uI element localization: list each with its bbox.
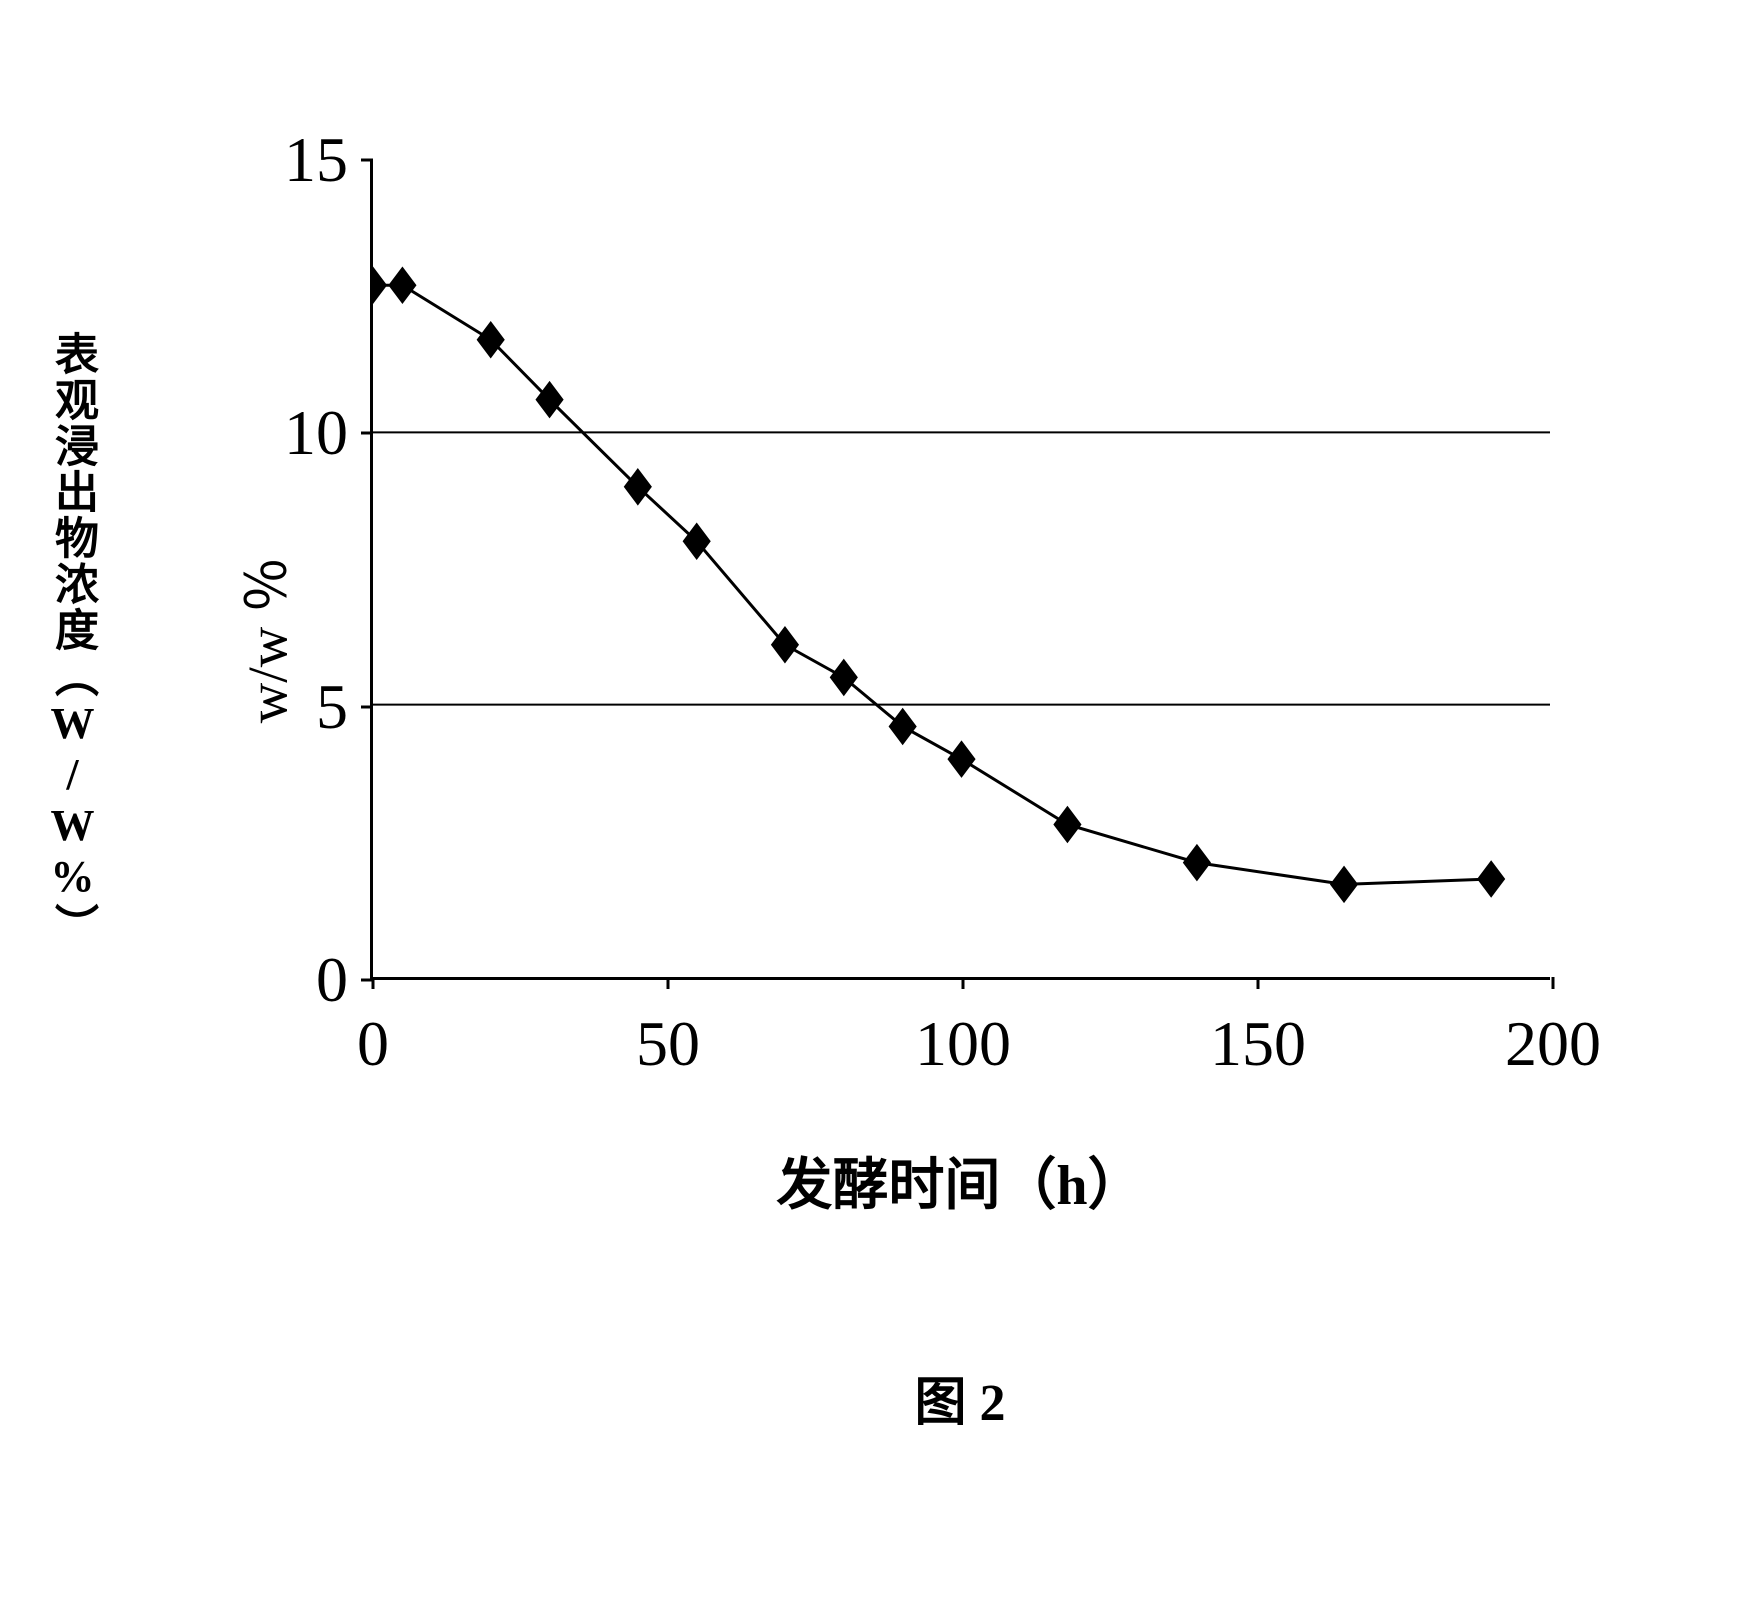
data-marker xyxy=(536,382,563,418)
plot-area: 051015050100150200 xyxy=(370,160,1550,980)
y-tick-label: 10 xyxy=(284,396,348,470)
data-marker xyxy=(373,267,386,303)
y-axis-label-inner: w/w ％ xyxy=(223,557,304,723)
x-tick-label: 200 xyxy=(1505,1007,1601,1081)
y-tick-mark xyxy=(361,159,373,162)
data-marker xyxy=(1331,866,1358,902)
data-marker xyxy=(830,659,857,695)
data-marker xyxy=(624,469,651,505)
data-marker xyxy=(889,709,916,745)
chart-svg xyxy=(373,160,1550,977)
y-tick-label: 0 xyxy=(316,943,348,1017)
chart-container: 表观浸出物浓度（W/W%） w/w ％ 051015050100150200 发… xyxy=(0,80,1750,1609)
data-marker xyxy=(1183,845,1210,881)
data-marker xyxy=(1478,861,1505,897)
x-axis-label: 发酵时间（h） xyxy=(370,1140,1550,1221)
data-line xyxy=(373,285,1491,884)
y-tick-label: 15 xyxy=(284,123,348,197)
y-tick-mark xyxy=(361,705,373,708)
x-tick-label: 150 xyxy=(1210,1007,1306,1081)
x-tick-mark xyxy=(372,977,375,989)
x-tick-mark xyxy=(1257,977,1260,989)
y-tick-mark xyxy=(361,432,373,435)
data-marker xyxy=(477,322,504,358)
data-marker xyxy=(389,267,416,303)
x-tick-mark xyxy=(667,977,670,989)
x-tick-label: 0 xyxy=(357,1007,389,1081)
data-marker xyxy=(1054,807,1081,843)
y-tick-label: 5 xyxy=(316,670,348,744)
x-tick-mark xyxy=(1552,977,1555,989)
x-tick-mark xyxy=(962,977,965,989)
figure-caption: 图 2 xyxy=(370,1360,1550,1435)
data-marker xyxy=(948,741,975,777)
x-tick-label: 50 xyxy=(636,1007,700,1081)
x-tick-label: 100 xyxy=(915,1007,1011,1081)
y-axis-label-outer: 表观浸出物浓度（W/W%） xyxy=(40,331,104,949)
